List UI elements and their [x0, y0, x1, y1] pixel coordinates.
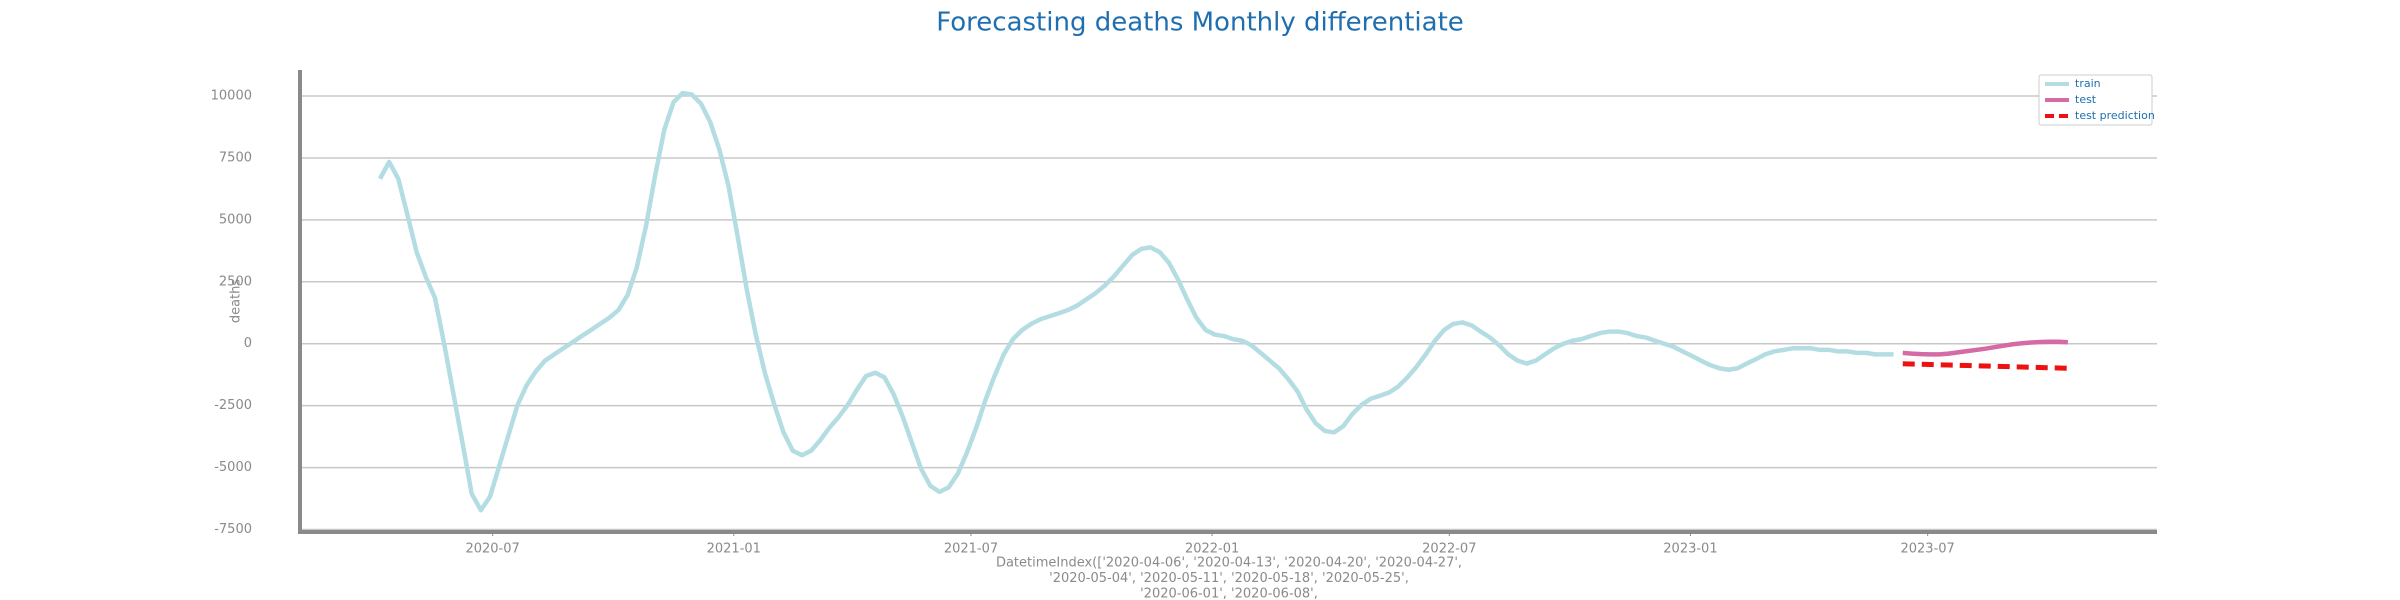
y-tick-label: 2500	[219, 274, 252, 289]
y-tick-label: 10000	[211, 89, 252, 104]
y-tick-label: 5000	[219, 212, 252, 227]
x-tick-label: 2023-07	[1900, 542, 1954, 557]
x-tick-label: 2021-01	[707, 542, 761, 557]
series-line	[1902, 339, 2069, 357]
x-tick-label: 2023-01	[1663, 542, 1717, 557]
x-axis-label: '2020-05-04', '2020-05-11', '2020-05-18'…	[1049, 571, 1409, 586]
chart-title: Forecasting deaths Monthly differentiate	[936, 8, 1464, 38]
y-tick-label: -5000	[214, 460, 252, 475]
series-line	[1902, 361, 2068, 371]
x-tick-label: 2020-07	[465, 542, 519, 557]
y-tick-label: 0	[244, 336, 252, 351]
y-tick-label: -7500	[214, 522, 252, 537]
y-axis-label: deaths	[229, 279, 244, 324]
y-tick-label: -2500	[214, 398, 252, 413]
y-tick-label: 7500	[219, 150, 252, 165]
x-tick-label: 2022-07	[1422, 542, 1476, 557]
legend: train test test prediction	[2038, 74, 2155, 126]
series-line	[377, 90, 1894, 513]
x-axis-label: DatetimeIndex(['2020-04-06', '2020-04-13…	[996, 556, 1462, 571]
legend-label: test	[2075, 93, 2097, 106]
legend-box	[2038, 74, 2153, 126]
x-axis-label: '2020-06-01', '2020-06-08',	[1140, 587, 1318, 600]
x-tick-label: 2021-07	[944, 542, 998, 557]
legend-label: test prediction	[2075, 109, 2155, 122]
legend-label: train	[2075, 77, 2101, 90]
x-tick-label: 2022-01	[1185, 542, 1239, 557]
